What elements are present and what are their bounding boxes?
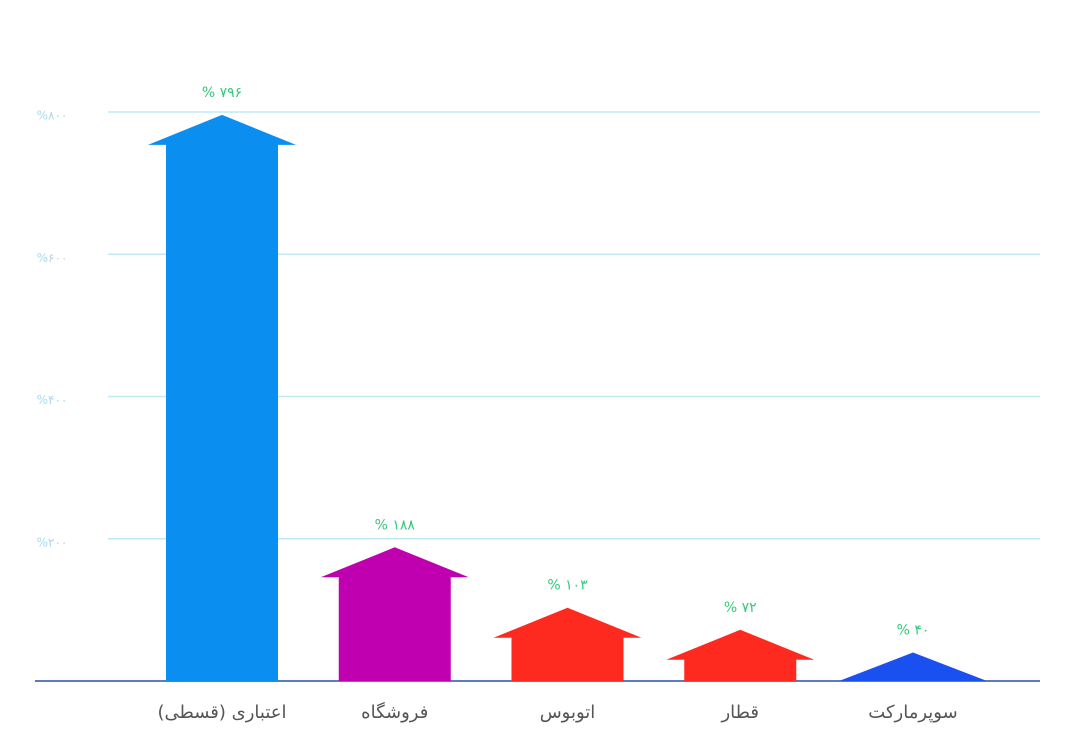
value-label: % ۱۰۳ [547,578,588,594]
y-tick-label: %۶۰۰ [37,251,68,265]
y-tick-label: %۸۰۰ [37,109,68,123]
bar [148,114,296,682]
value-label: % ۱۸۸ [375,517,416,533]
bar [839,652,987,681]
x-tick-label: سوپرمارکت [868,702,957,723]
bar [666,629,815,681]
bar [320,547,469,681]
y-tick-label: %۲۰۰ [37,535,68,549]
value-label: % ۷۹۶ [202,85,242,101]
x-tick-label: فروشگاه [361,701,428,723]
bar [493,607,642,681]
value-label: % ۷۲ [724,600,757,616]
y-tick-label: %۴۰۰ [37,393,68,407]
x-tick-label: قطار [720,702,759,723]
value-label: % ۴۰ [897,623,930,639]
x-tick-label: اتوبوس [540,702,596,723]
x-tick-label: اعتباری (قسطی) [157,702,286,723]
